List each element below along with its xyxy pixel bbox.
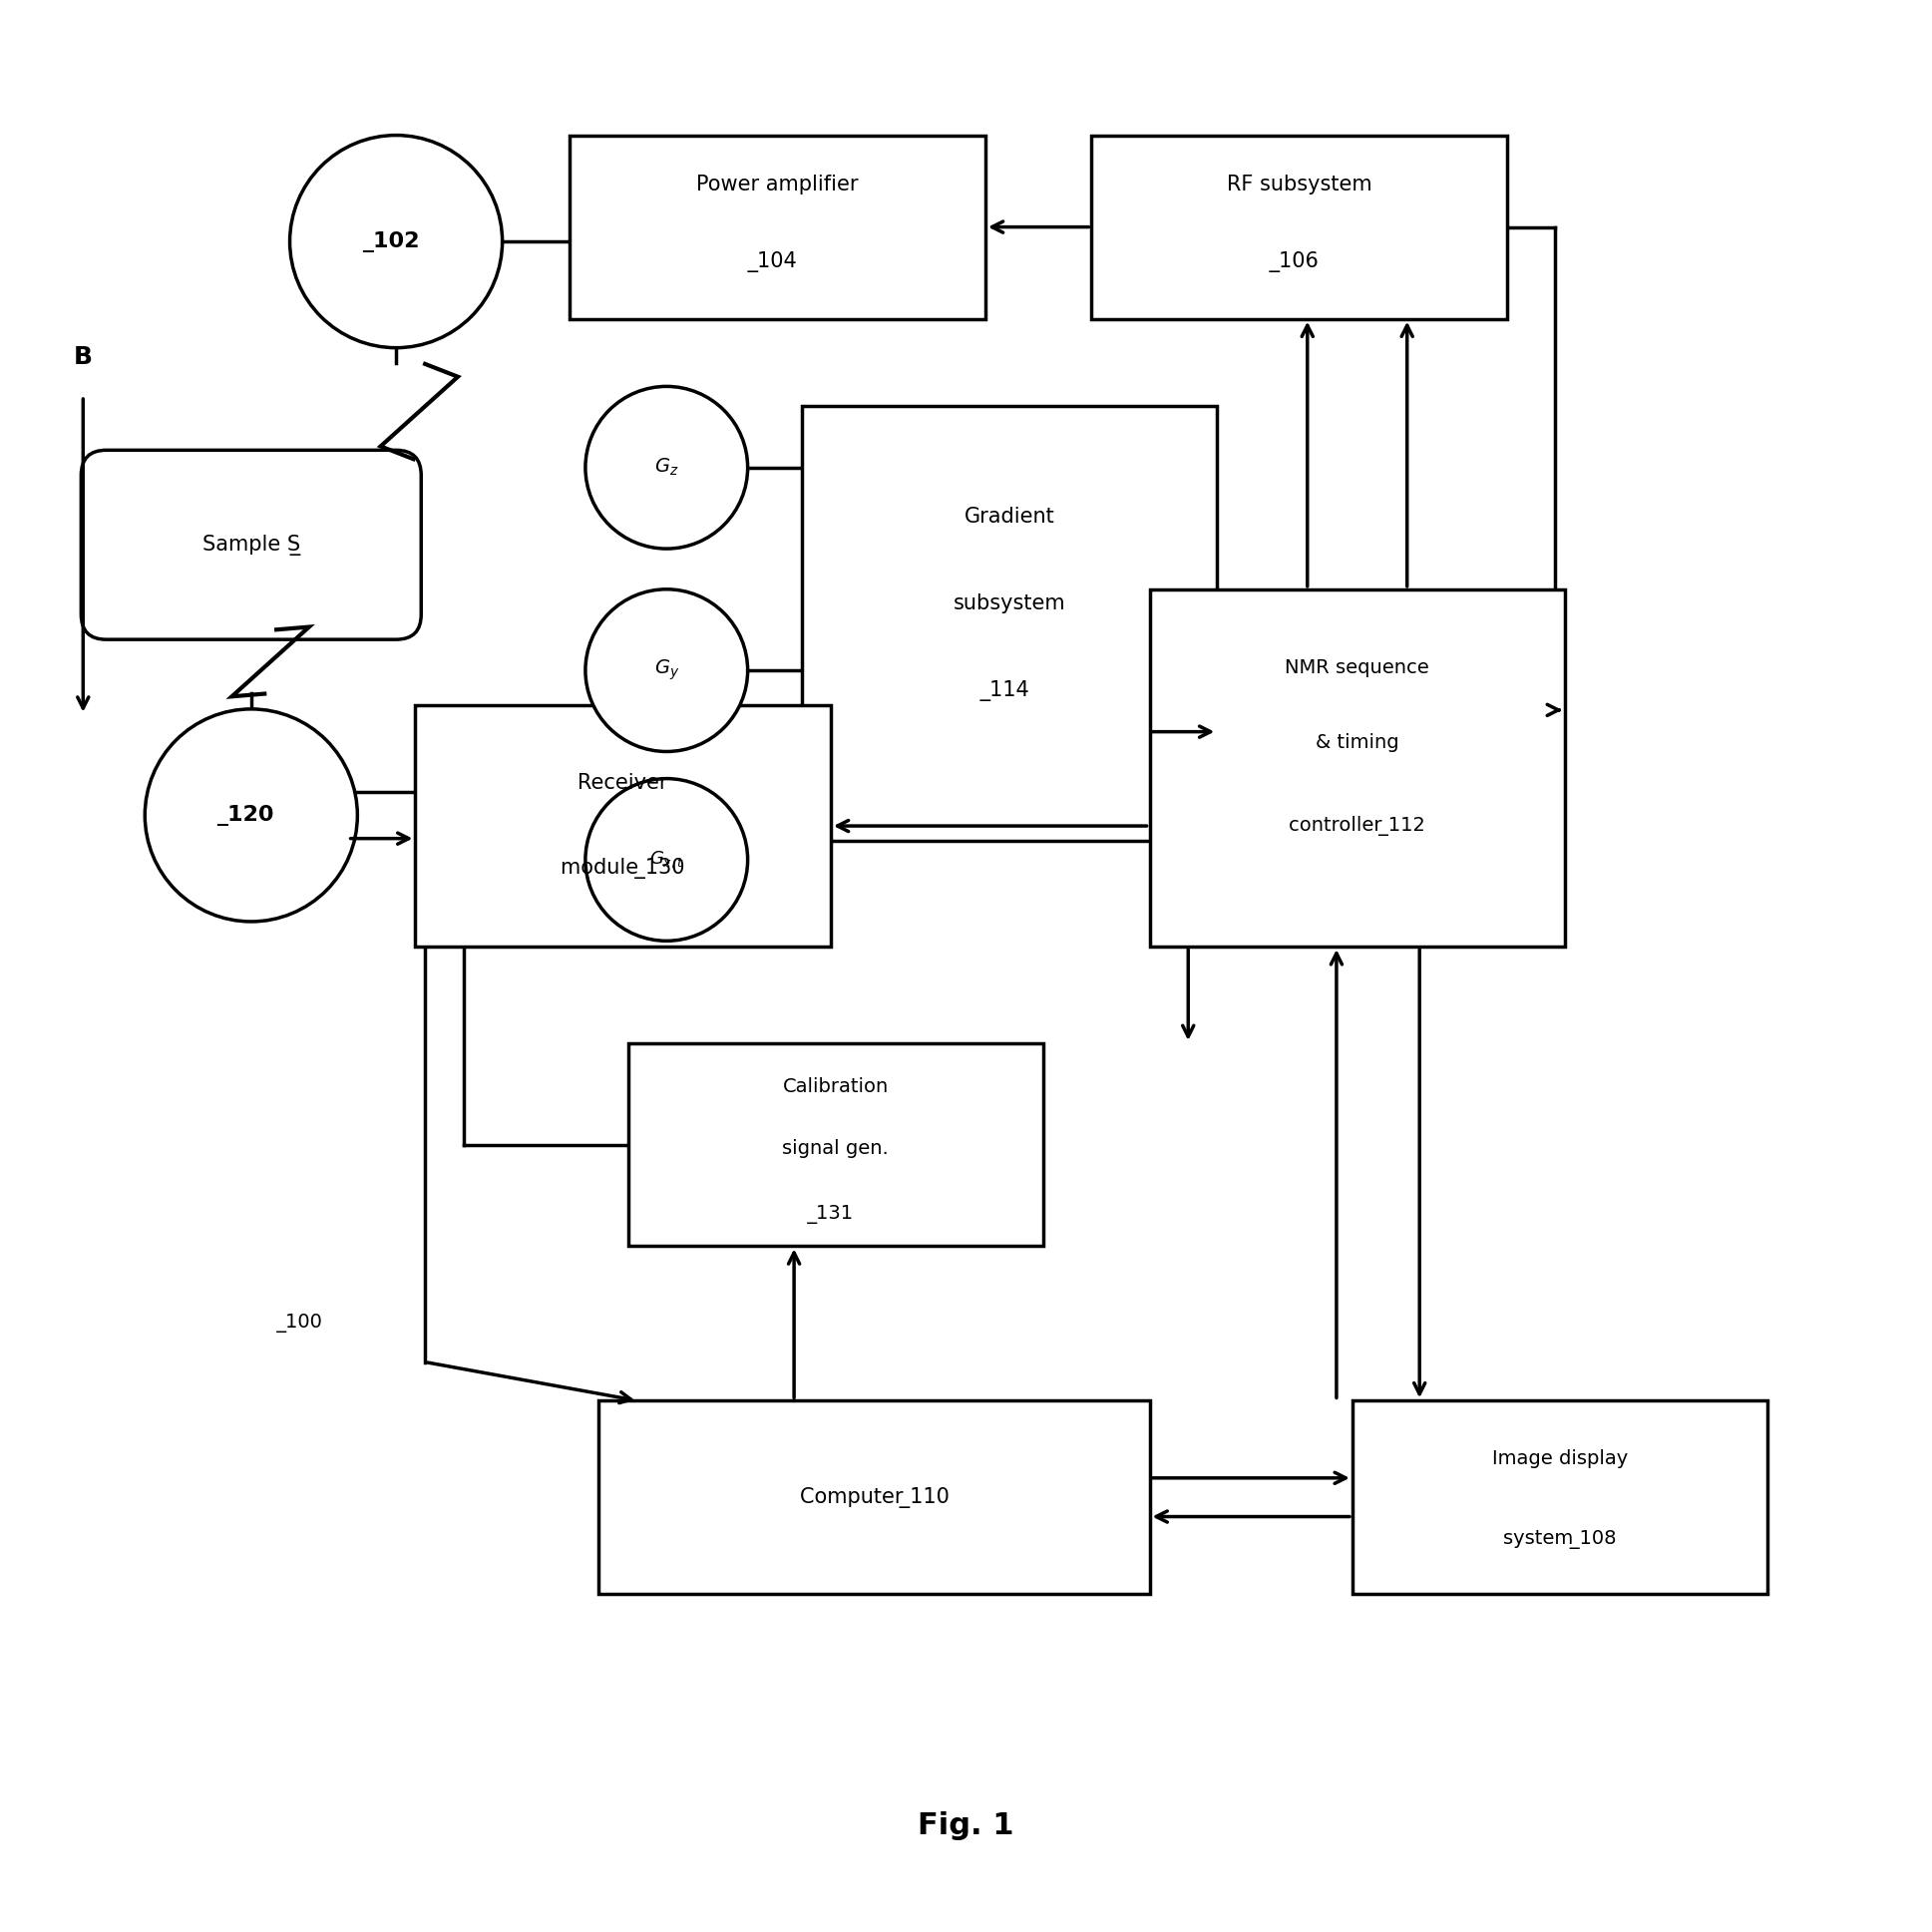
FancyBboxPatch shape bbox=[802, 406, 1217, 840]
Circle shape bbox=[290, 135, 502, 348]
FancyBboxPatch shape bbox=[628, 1043, 1043, 1246]
Text: controller ̲112: controller ̲112 bbox=[1289, 815, 1426, 837]
Text: ̲104: ̲104 bbox=[757, 251, 798, 272]
Text: & timing: & timing bbox=[1316, 734, 1399, 752]
FancyBboxPatch shape bbox=[1150, 589, 1565, 947]
Text: NMR sequence: NMR sequence bbox=[1285, 659, 1430, 676]
Text: Power amplifier: Power amplifier bbox=[697, 174, 858, 195]
FancyBboxPatch shape bbox=[415, 705, 831, 947]
Text: Receiver: Receiver bbox=[578, 773, 668, 794]
Text: system ̲108: system ̲108 bbox=[1503, 1530, 1617, 1549]
Text: RF subsystem: RF subsystem bbox=[1227, 174, 1372, 195]
Text: Fig. 1: Fig. 1 bbox=[918, 1812, 1014, 1839]
Text: ̲114: ̲114 bbox=[989, 680, 1030, 701]
Circle shape bbox=[145, 709, 357, 922]
Text: B: B bbox=[73, 346, 93, 369]
Text: ̲106: ̲106 bbox=[1279, 251, 1320, 272]
FancyBboxPatch shape bbox=[81, 450, 421, 639]
FancyBboxPatch shape bbox=[599, 1401, 1150, 1594]
Text: $G_z$: $G_z$ bbox=[655, 458, 678, 477]
Text: module ̲130: module ̲130 bbox=[560, 858, 686, 879]
Circle shape bbox=[585, 589, 748, 752]
Text: subsystem: subsystem bbox=[952, 593, 1066, 614]
Text: $G_{x,t}$: $G_{x,t}$ bbox=[649, 850, 684, 869]
Text: Computer ̲110: Computer ̲110 bbox=[800, 1488, 949, 1507]
Text: Calibration: Calibration bbox=[782, 1078, 889, 1095]
Text: Sample S̲: Sample S̲ bbox=[203, 535, 299, 554]
FancyBboxPatch shape bbox=[1352, 1401, 1768, 1594]
Text: ̲102: ̲102 bbox=[373, 232, 419, 251]
Text: $G_y$: $G_y$ bbox=[653, 659, 680, 682]
Text: ̲131: ̲131 bbox=[817, 1206, 854, 1223]
FancyBboxPatch shape bbox=[1092, 135, 1507, 319]
Circle shape bbox=[585, 779, 748, 941]
Text: signal gen.: signal gen. bbox=[782, 1140, 889, 1157]
FancyBboxPatch shape bbox=[570, 135, 985, 319]
Text: Gradient: Gradient bbox=[964, 506, 1055, 527]
Circle shape bbox=[585, 386, 748, 549]
Text: Image display: Image display bbox=[1492, 1449, 1629, 1468]
Text: ̲120: ̲120 bbox=[228, 806, 274, 825]
Text: ̲100: ̲100 bbox=[286, 1314, 323, 1333]
